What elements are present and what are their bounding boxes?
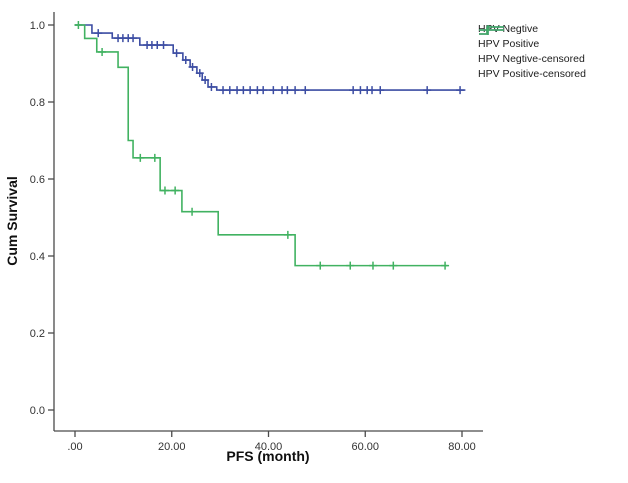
- censored-mark: [98, 47, 107, 56]
- censored-mark: [160, 186, 169, 195]
- censored-mark: [283, 86, 292, 95]
- x-tick-label: 40.00: [255, 441, 283, 453]
- x-tick-label: 60.00: [351, 441, 379, 453]
- censored-mark: [376, 86, 385, 95]
- censored-mark: [349, 86, 358, 95]
- series-layer: [74, 21, 466, 270]
- censored-mark: [94, 29, 103, 38]
- censored-mark: [356, 86, 365, 95]
- censored-mark: [129, 34, 138, 43]
- legend-label: HPV Positive: [478, 38, 540, 50]
- censored-mark: [456, 86, 465, 95]
- censored-mark: [136, 153, 145, 162]
- legend-item-2: HPV Negtive-censored: [478, 25, 586, 65]
- legend-censored-swatch: [479, 25, 504, 35]
- censored-mark: [188, 62, 197, 71]
- axes-layer: 0.0 0.2 0.4 0.6 0.8 1.0 .00 20.00 40.00 60.00 80.0…: [30, 12, 483, 453]
- censored-mark: [171, 186, 180, 195]
- censored-mark: [259, 86, 268, 95]
- censored-mark: [172, 49, 181, 58]
- censored-mark: [269, 86, 278, 95]
- censored-mark: [423, 86, 432, 95]
- censored-mark: [195, 69, 204, 78]
- censored-mark: [239, 86, 248, 95]
- censored-mark: [368, 261, 377, 270]
- y-tick-label: 0.8: [30, 97, 45, 109]
- y-axis-title: Cum Survival: [4, 176, 20, 265]
- x-axis-title: PFS (month): [226, 448, 309, 464]
- censored-mark: [389, 261, 398, 270]
- censored-mark: [201, 76, 210, 85]
- x-tick-label: 20.00: [158, 441, 186, 453]
- censored-mark: [74, 21, 83, 29]
- censored-mark: [441, 261, 450, 270]
- y-tick-label: 0.2: [30, 328, 45, 340]
- censored-mark: [346, 261, 355, 270]
- legend-label: HPV Negtive-censored: [478, 53, 585, 65]
- y-tick-label: 0.6: [30, 174, 45, 186]
- legend-label: HPV Negtive: [478, 23, 539, 35]
- censored-mark: [207, 82, 216, 91]
- censored-mark: [283, 230, 292, 239]
- censored-mark: [150, 153, 159, 162]
- y-tick-label: 0.4: [30, 251, 45, 263]
- y-tick-label: 1.0: [30, 20, 45, 32]
- legend-item-1: HPV Positive: [478, 26, 586, 50]
- censored-mark: [159, 41, 168, 50]
- censored-mark: [181, 56, 190, 65]
- legend-label: HPV Positive-censored: [478, 68, 586, 80]
- censored-mark: [188, 207, 197, 216]
- censored-mark: [225, 86, 234, 95]
- legend-item-3: HPV Positive-censored: [478, 25, 586, 80]
- censored-mark: [246, 86, 255, 95]
- survival-curve-hpv-positive: [75, 24, 448, 267]
- censored-mark: [219, 86, 228, 95]
- censored-mark: [291, 86, 300, 95]
- censored-mark: [301, 86, 310, 95]
- y-tick-label: 0.0: [30, 405, 45, 417]
- legend: HPV Negtive HPV Positive HPV Negtive-censo…: [478, 23, 586, 80]
- x-tick-label: 80.00: [448, 441, 476, 453]
- censored-mark: [368, 86, 377, 95]
- x-tick-label: .00: [67, 441, 82, 453]
- censored-mark: [316, 261, 325, 270]
